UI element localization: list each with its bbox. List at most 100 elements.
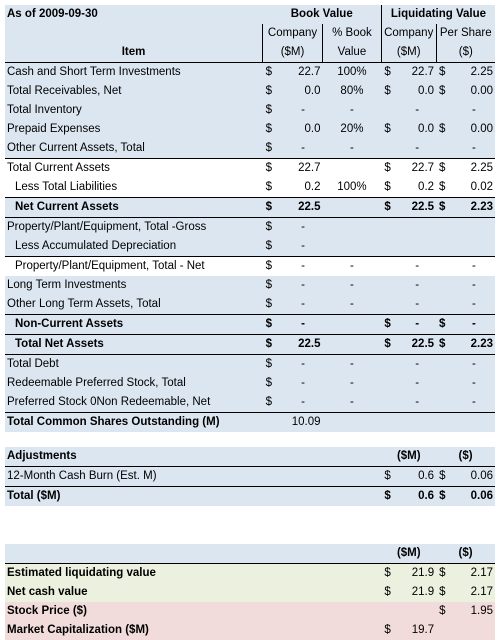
pct-book: -	[322, 139, 382, 159]
lq-value: -	[398, 101, 437, 120]
d-sign: $	[436, 486, 453, 506]
liquidating-value-header: Liquidating Value	[381, 5, 495, 24]
ps-value: 0.00	[452, 120, 495, 139]
table-row: Net Current Assets $ 22.5 $ 22.5 $ 2.23	[5, 197, 495, 218]
bv-sign: $	[262, 295, 284, 315]
table-row: Property/Plant/Equipment, Total - Net $ …	[5, 256, 495, 276]
table-row: Other Current Assets, Total $ - - - -	[5, 139, 495, 159]
bv-value: -	[283, 295, 323, 315]
table-row: Prepaid Expenses $ 0.0 20% $ 0.0 $ 0.00	[5, 120, 495, 139]
pct-book: 100%	[322, 62, 382, 82]
sm-sign: $	[381, 563, 399, 583]
lq-value: -	[398, 354, 437, 374]
row-label: Property/Plant/Equipment, Total -Gross	[5, 217, 263, 237]
ps-value: -	[452, 295, 495, 315]
table-row: Preferred Stock 0Non Redeemable, Net $ -…	[5, 393, 495, 413]
ps-sign: $	[436, 62, 453, 82]
ps-sign: $	[436, 314, 453, 335]
adj-sm-header: ($M)	[381, 447, 437, 467]
ps-sign	[436, 256, 453, 276]
bv-value: -	[283, 139, 323, 159]
ps-value: 0.00	[452, 82, 495, 101]
per-share-header: Per Share	[435, 24, 495, 43]
ps-sign	[436, 217, 453, 237]
bv-value: -	[283, 217, 323, 237]
lq-value: 0.0	[398, 82, 437, 101]
pct-book: 20%	[322, 120, 382, 139]
table-row: 12-Month Cash Burn (Est. M) $ 0.6 $ 0.06	[5, 466, 495, 487]
ps-value: -	[452, 256, 495, 276]
ps-value: -	[452, 314, 495, 335]
pct-book	[322, 237, 382, 257]
lq-sign: $	[381, 314, 399, 335]
ps-value: -	[452, 101, 495, 120]
lq-sign	[381, 237, 399, 257]
sm-value: 19.7	[398, 621, 437, 640]
table-row: Long Term Investments $ - - - -	[5, 276, 495, 295]
row-label: Long Term Investments	[5, 276, 263, 295]
bv-sign: $	[262, 158, 284, 178]
sm-value: 0.6	[398, 466, 437, 487]
pct-book-header: % Book	[321, 24, 382, 43]
row-label: Other Current Assets, Total	[5, 139, 263, 159]
table-row: Stock Price ($) $ 1.95	[5, 602, 495, 621]
lq-value: 22.7	[398, 62, 437, 82]
bv-sign: $	[262, 314, 284, 335]
lq-sign	[381, 101, 399, 120]
lq-value: 22.7	[398, 158, 437, 178]
ps-value: 2.23	[452, 197, 495, 218]
lq-sign	[381, 217, 399, 237]
ps-sign: $	[436, 197, 453, 218]
pct-book: 100%	[322, 178, 382, 198]
row-label: Net Current Assets	[5, 197, 263, 218]
row-label: Cash and Short Term Investments	[5, 62, 263, 82]
ps-sign	[436, 295, 453, 315]
bv-sign: $	[262, 62, 284, 82]
row-label: Stock Price ($)	[5, 602, 382, 621]
ps-sign	[436, 354, 453, 374]
d-value: 1.95	[452, 602, 495, 621]
row-label: Total Debt	[5, 354, 263, 374]
lq-sm-header: ($M)	[381, 43, 437, 63]
pct-book	[322, 158, 382, 178]
ps-value: -	[452, 374, 495, 393]
table-body: Cash and Short Term Investments $ 22.7 1…	[5, 62, 495, 432]
pct-book: 80%	[322, 82, 382, 101]
lq-value: -	[398, 256, 437, 276]
bv-sign: $	[262, 276, 284, 295]
sm-value: 21.9	[398, 583, 437, 602]
bv-sign: $	[262, 393, 284, 413]
bv-value: -	[283, 314, 323, 335]
lq-value: -	[398, 295, 437, 315]
ps-value	[452, 237, 495, 257]
lq-value: 22.5	[398, 197, 437, 218]
ps-sign	[436, 393, 453, 413]
bv-value: -	[283, 354, 323, 374]
row-label: Market Capitalization ($M)	[5, 621, 382, 640]
per-share-unit-header: ($)	[435, 43, 495, 63]
book-value-header: Book Value	[262, 5, 382, 24]
row-label: Total Receivables, Net	[5, 82, 263, 101]
sm-sign	[381, 602, 399, 621]
shares-row: Total Common Shares Outstanding (M) 10.0…	[5, 412, 495, 432]
pct-book	[322, 217, 382, 237]
lq-value: -	[398, 314, 437, 335]
value-header: Value	[321, 43, 382, 63]
table-row: Net cash value $ 21.9 $ 2.17	[5, 583, 495, 602]
d-value: 0.06	[452, 486, 495, 506]
ps-value: 2.25	[452, 62, 495, 82]
row-label: Total ($M)	[5, 486, 382, 506]
lq-sign: $	[381, 197, 399, 218]
sum-sm-header: ($M)	[381, 544, 437, 564]
ps-value	[452, 217, 495, 237]
lq-value: -	[398, 374, 437, 393]
table-row: Total Debt $ - - - -	[5, 354, 495, 374]
lq-sign: $	[381, 178, 399, 198]
ps-sign: $	[436, 158, 453, 178]
lq-sign: $	[381, 82, 399, 101]
table-row: Property/Plant/Equipment, Total -Gross $…	[5, 217, 495, 237]
pct-book	[322, 334, 382, 355]
bv-sign: $	[262, 139, 284, 159]
d-value: 2.17	[452, 563, 495, 583]
d-sign: $	[436, 466, 453, 487]
